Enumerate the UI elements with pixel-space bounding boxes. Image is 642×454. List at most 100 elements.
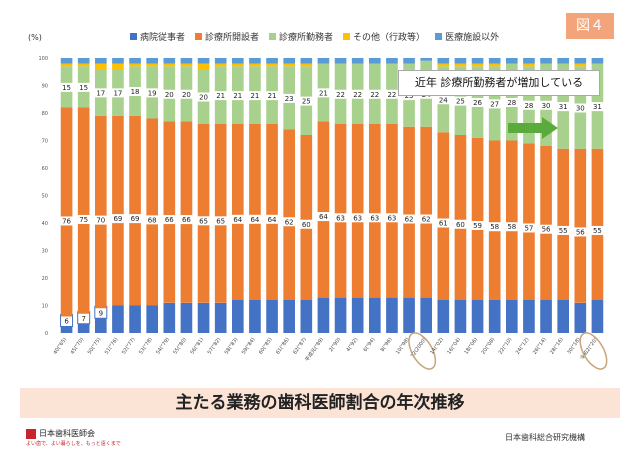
bar-segment bbox=[163, 63, 176, 67]
value-label-bg bbox=[591, 225, 604, 235]
value-label: 21 bbox=[319, 89, 328, 97]
bar-segment bbox=[146, 63, 159, 67]
value-label: 31 bbox=[593, 103, 602, 111]
value-label: 24 bbox=[439, 96, 448, 104]
bar-segment bbox=[197, 124, 210, 303]
value-label: 59 bbox=[473, 222, 482, 230]
bar-segment bbox=[300, 135, 313, 300]
bar-segment bbox=[129, 58, 141, 64]
value-label: 62 bbox=[405, 216, 414, 224]
bar-segment bbox=[249, 124, 261, 300]
bar-segment bbox=[163, 121, 176, 303]
y-tick-label: 90 bbox=[42, 84, 48, 90]
bar-segment bbox=[266, 300, 278, 333]
y-tick-label: 60 bbox=[42, 166, 48, 172]
bar-segment bbox=[77, 107, 90, 314]
value-label: 60 bbox=[302, 221, 311, 229]
x-tick-label: 53("78) bbox=[138, 337, 154, 356]
bar-segment bbox=[214, 63, 227, 67]
value-label: 56 bbox=[542, 226, 551, 234]
figure-badge: 図４ bbox=[566, 13, 614, 39]
legend-swatch bbox=[269, 33, 277, 40]
bar-segment bbox=[488, 140, 501, 300]
bar-segment bbox=[300, 58, 313, 64]
bar-segment bbox=[300, 63, 313, 67]
x-tick-label: 58("83) bbox=[224, 337, 240, 356]
bar-segment bbox=[249, 300, 261, 333]
bar-segment bbox=[180, 302, 193, 333]
bar-segment bbox=[351, 58, 364, 64]
bar-segment bbox=[163, 302, 176, 333]
value-label: 63 bbox=[353, 214, 362, 222]
value-label: 66 bbox=[182, 216, 191, 224]
jda-logo-icon bbox=[26, 428, 36, 439]
value-label-bg bbox=[214, 216, 227, 226]
value-label-bg bbox=[146, 215, 159, 225]
bar-segment bbox=[505, 140, 518, 300]
x-tick-label: 54("79) bbox=[155, 337, 171, 356]
bar-segment bbox=[283, 300, 296, 333]
bar-segment bbox=[112, 115, 124, 306]
value-label-bg bbox=[283, 217, 296, 227]
value-label-bg bbox=[214, 91, 227, 101]
value-label-bg bbox=[574, 227, 587, 237]
bar-segment bbox=[283, 63, 296, 67]
bar-segment bbox=[523, 58, 535, 64]
bar-segment bbox=[454, 63, 467, 67]
value-label: 64 bbox=[233, 216, 242, 224]
value-label: 66 bbox=[165, 216, 174, 224]
bar-segment bbox=[77, 63, 90, 67]
value-label: 56 bbox=[576, 228, 585, 236]
legend-swatch bbox=[343, 33, 351, 40]
value-label: 21 bbox=[250, 92, 259, 100]
bar-segment bbox=[505, 58, 518, 64]
value-label: 20 bbox=[182, 91, 191, 99]
value-label-bg bbox=[111, 88, 124, 98]
value-label-bg bbox=[94, 88, 107, 98]
bar-segment bbox=[591, 58, 604, 64]
value-label: 65 bbox=[216, 217, 225, 225]
x-tick-label: 55("80) bbox=[172, 337, 188, 356]
bar-segment bbox=[437, 132, 450, 300]
bar-segment bbox=[471, 300, 484, 333]
bar-segment bbox=[386, 58, 398, 64]
value-label: 25 bbox=[456, 98, 465, 106]
x-tick-label: 51("76) bbox=[104, 337, 120, 356]
bar-segment bbox=[249, 63, 261, 67]
bar-segment bbox=[368, 124, 381, 298]
value-label-bg bbox=[522, 223, 535, 233]
bar-segment bbox=[454, 135, 467, 300]
bar-segment bbox=[180, 121, 193, 303]
x-tick-label: 40("65) bbox=[52, 337, 68, 356]
bar-segment bbox=[471, 137, 484, 300]
value-label: 75 bbox=[79, 216, 88, 224]
bar-segment bbox=[197, 302, 210, 333]
value-label-bg bbox=[248, 214, 261, 224]
value-label: 69 bbox=[131, 215, 140, 223]
x-tick-label: 45("70) bbox=[70, 337, 86, 356]
value-label: 55 bbox=[559, 227, 568, 235]
bar-segment bbox=[283, 129, 296, 300]
value-label: 22 bbox=[336, 91, 345, 99]
value-label-bg bbox=[557, 102, 570, 112]
value-label: 23 bbox=[405, 92, 414, 100]
value-label-bg bbox=[454, 219, 467, 229]
banner-title: 主たる業務の歯科医師割合の年次推移 bbox=[20, 388, 620, 418]
value-label-bg bbox=[146, 88, 159, 98]
bar-segment bbox=[334, 58, 347, 64]
legend-item: その他（行政等） bbox=[343, 30, 425, 43]
value-label-bg bbox=[231, 91, 244, 101]
bar-segment bbox=[403, 58, 415, 64]
bar-segment bbox=[574, 302, 587, 333]
legend-item: 医療施設以外 bbox=[435, 30, 499, 43]
legend-swatch bbox=[435, 33, 443, 40]
value-label-bg bbox=[163, 89, 176, 99]
value-label-bg bbox=[471, 98, 484, 107]
bar-segment bbox=[197, 58, 210, 64]
bar-segment bbox=[77, 58, 90, 64]
bar-segment bbox=[283, 58, 296, 64]
legend-swatch bbox=[195, 33, 203, 40]
value-label: 30 bbox=[542, 102, 551, 110]
bar-segment bbox=[94, 115, 107, 309]
value-label: 69 bbox=[113, 215, 122, 223]
